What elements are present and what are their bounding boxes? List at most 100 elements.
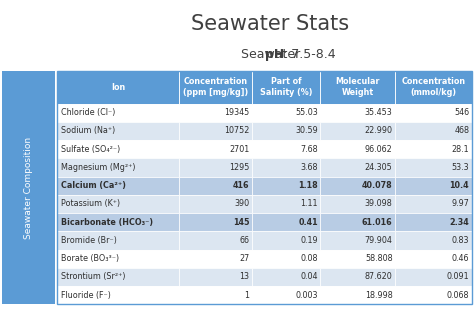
Text: 18.998: 18.998 [365, 291, 392, 300]
FancyBboxPatch shape [179, 140, 252, 158]
FancyBboxPatch shape [57, 158, 179, 176]
Text: 35.453: 35.453 [365, 108, 392, 117]
Text: 58.808: 58.808 [365, 254, 392, 263]
FancyBboxPatch shape [179, 158, 252, 176]
Text: 0.41: 0.41 [298, 218, 318, 227]
Text: Concentration
(ppm [mg/kg]): Concentration (ppm [mg/kg]) [183, 77, 248, 97]
FancyBboxPatch shape [57, 250, 179, 268]
FancyBboxPatch shape [395, 250, 472, 268]
Text: 468: 468 [454, 126, 469, 135]
FancyBboxPatch shape [179, 122, 252, 140]
Text: 55.03: 55.03 [295, 108, 318, 117]
Text: pH: pH [265, 48, 285, 61]
Text: Sodium (Na⁺): Sodium (Na⁺) [61, 126, 115, 135]
FancyBboxPatch shape [57, 231, 179, 250]
Text: 0.068: 0.068 [447, 291, 469, 300]
FancyBboxPatch shape [252, 104, 320, 122]
FancyBboxPatch shape [395, 268, 472, 286]
Text: : 7.5-8.4: : 7.5-8.4 [283, 48, 335, 61]
Text: 28.1: 28.1 [452, 145, 469, 154]
FancyBboxPatch shape [57, 140, 179, 158]
Text: 390: 390 [234, 199, 249, 209]
Text: 0.003: 0.003 [295, 291, 318, 300]
FancyBboxPatch shape [179, 213, 252, 231]
FancyBboxPatch shape [320, 176, 395, 195]
FancyBboxPatch shape [179, 231, 252, 250]
FancyBboxPatch shape [57, 286, 179, 304]
Text: Sulfate (SO₄²⁻): Sulfate (SO₄²⁻) [61, 145, 120, 154]
Text: Molecular
Weight: Molecular Weight [335, 77, 380, 97]
Text: Bromide (Br⁻): Bromide (Br⁻) [61, 236, 117, 245]
FancyBboxPatch shape [179, 71, 252, 104]
FancyBboxPatch shape [395, 104, 472, 122]
FancyBboxPatch shape [252, 158, 320, 176]
FancyBboxPatch shape [179, 268, 252, 286]
FancyBboxPatch shape [252, 231, 320, 250]
FancyBboxPatch shape [320, 158, 395, 176]
Text: Seawater Composition: Seawater Composition [24, 137, 33, 239]
Text: Calcium (Ca²⁺): Calcium (Ca²⁺) [61, 181, 126, 190]
Text: Bicarbonate (HCO₃⁻): Bicarbonate (HCO₃⁻) [61, 218, 153, 227]
FancyBboxPatch shape [320, 268, 395, 286]
Text: 1.11: 1.11 [301, 199, 318, 209]
FancyBboxPatch shape [395, 122, 472, 140]
Text: 96.062: 96.062 [365, 145, 392, 154]
Text: 0.83: 0.83 [452, 236, 469, 245]
Text: Ion: Ion [111, 83, 125, 92]
FancyBboxPatch shape [2, 71, 55, 304]
Text: 0.04: 0.04 [301, 273, 318, 281]
Text: Strontium (Sr²⁺): Strontium (Sr²⁺) [61, 273, 125, 281]
FancyBboxPatch shape [252, 140, 320, 158]
Text: Chloride (Cl⁻): Chloride (Cl⁻) [61, 108, 115, 117]
Text: Seawater: Seawater [241, 48, 304, 61]
FancyBboxPatch shape [395, 213, 472, 231]
Text: Part of
Salinity (%): Part of Salinity (%) [260, 77, 312, 97]
Text: 79.904: 79.904 [365, 236, 392, 245]
FancyBboxPatch shape [252, 250, 320, 268]
Text: Fluoride (F⁻): Fluoride (F⁻) [61, 291, 110, 300]
Text: 19345: 19345 [224, 108, 249, 117]
FancyBboxPatch shape [395, 71, 472, 104]
FancyBboxPatch shape [57, 268, 179, 286]
FancyBboxPatch shape [252, 268, 320, 286]
FancyBboxPatch shape [179, 104, 252, 122]
Text: Magnesium (Mg²⁺): Magnesium (Mg²⁺) [61, 163, 135, 172]
FancyBboxPatch shape [320, 140, 395, 158]
Text: 10.4: 10.4 [450, 181, 469, 190]
Text: 2701: 2701 [229, 145, 249, 154]
Text: 1: 1 [245, 291, 249, 300]
FancyBboxPatch shape [179, 286, 252, 304]
Text: 39.098: 39.098 [365, 199, 392, 209]
Text: 1295: 1295 [229, 163, 249, 172]
FancyBboxPatch shape [320, 231, 395, 250]
FancyBboxPatch shape [395, 158, 472, 176]
Text: 1.18: 1.18 [298, 181, 318, 190]
Text: 0.08: 0.08 [301, 254, 318, 263]
Text: Potassium (K⁺): Potassium (K⁺) [61, 199, 120, 209]
FancyBboxPatch shape [395, 195, 472, 213]
Text: 2.34: 2.34 [449, 218, 469, 227]
FancyBboxPatch shape [252, 122, 320, 140]
Text: Borate (BO₃³⁻): Borate (BO₃³⁻) [61, 254, 119, 263]
Text: 53.3: 53.3 [452, 163, 469, 172]
Text: 7.68: 7.68 [300, 145, 318, 154]
FancyBboxPatch shape [57, 71, 179, 104]
FancyBboxPatch shape [57, 195, 179, 213]
FancyBboxPatch shape [57, 104, 179, 122]
Text: 0.46: 0.46 [452, 254, 469, 263]
FancyBboxPatch shape [57, 213, 179, 231]
Text: 10752: 10752 [224, 126, 249, 135]
Text: 87.620: 87.620 [365, 273, 392, 281]
Text: 416: 416 [233, 181, 249, 190]
FancyBboxPatch shape [320, 213, 395, 231]
FancyBboxPatch shape [320, 122, 395, 140]
Text: 3.68: 3.68 [301, 163, 318, 172]
Text: 0.19: 0.19 [300, 236, 318, 245]
FancyBboxPatch shape [252, 71, 320, 104]
Text: 27: 27 [239, 254, 249, 263]
Text: 61.016: 61.016 [362, 218, 392, 227]
FancyBboxPatch shape [320, 195, 395, 213]
FancyBboxPatch shape [320, 104, 395, 122]
Text: 24.305: 24.305 [365, 163, 392, 172]
Text: Concentration
(mmol/kg): Concentration (mmol/kg) [401, 77, 465, 97]
